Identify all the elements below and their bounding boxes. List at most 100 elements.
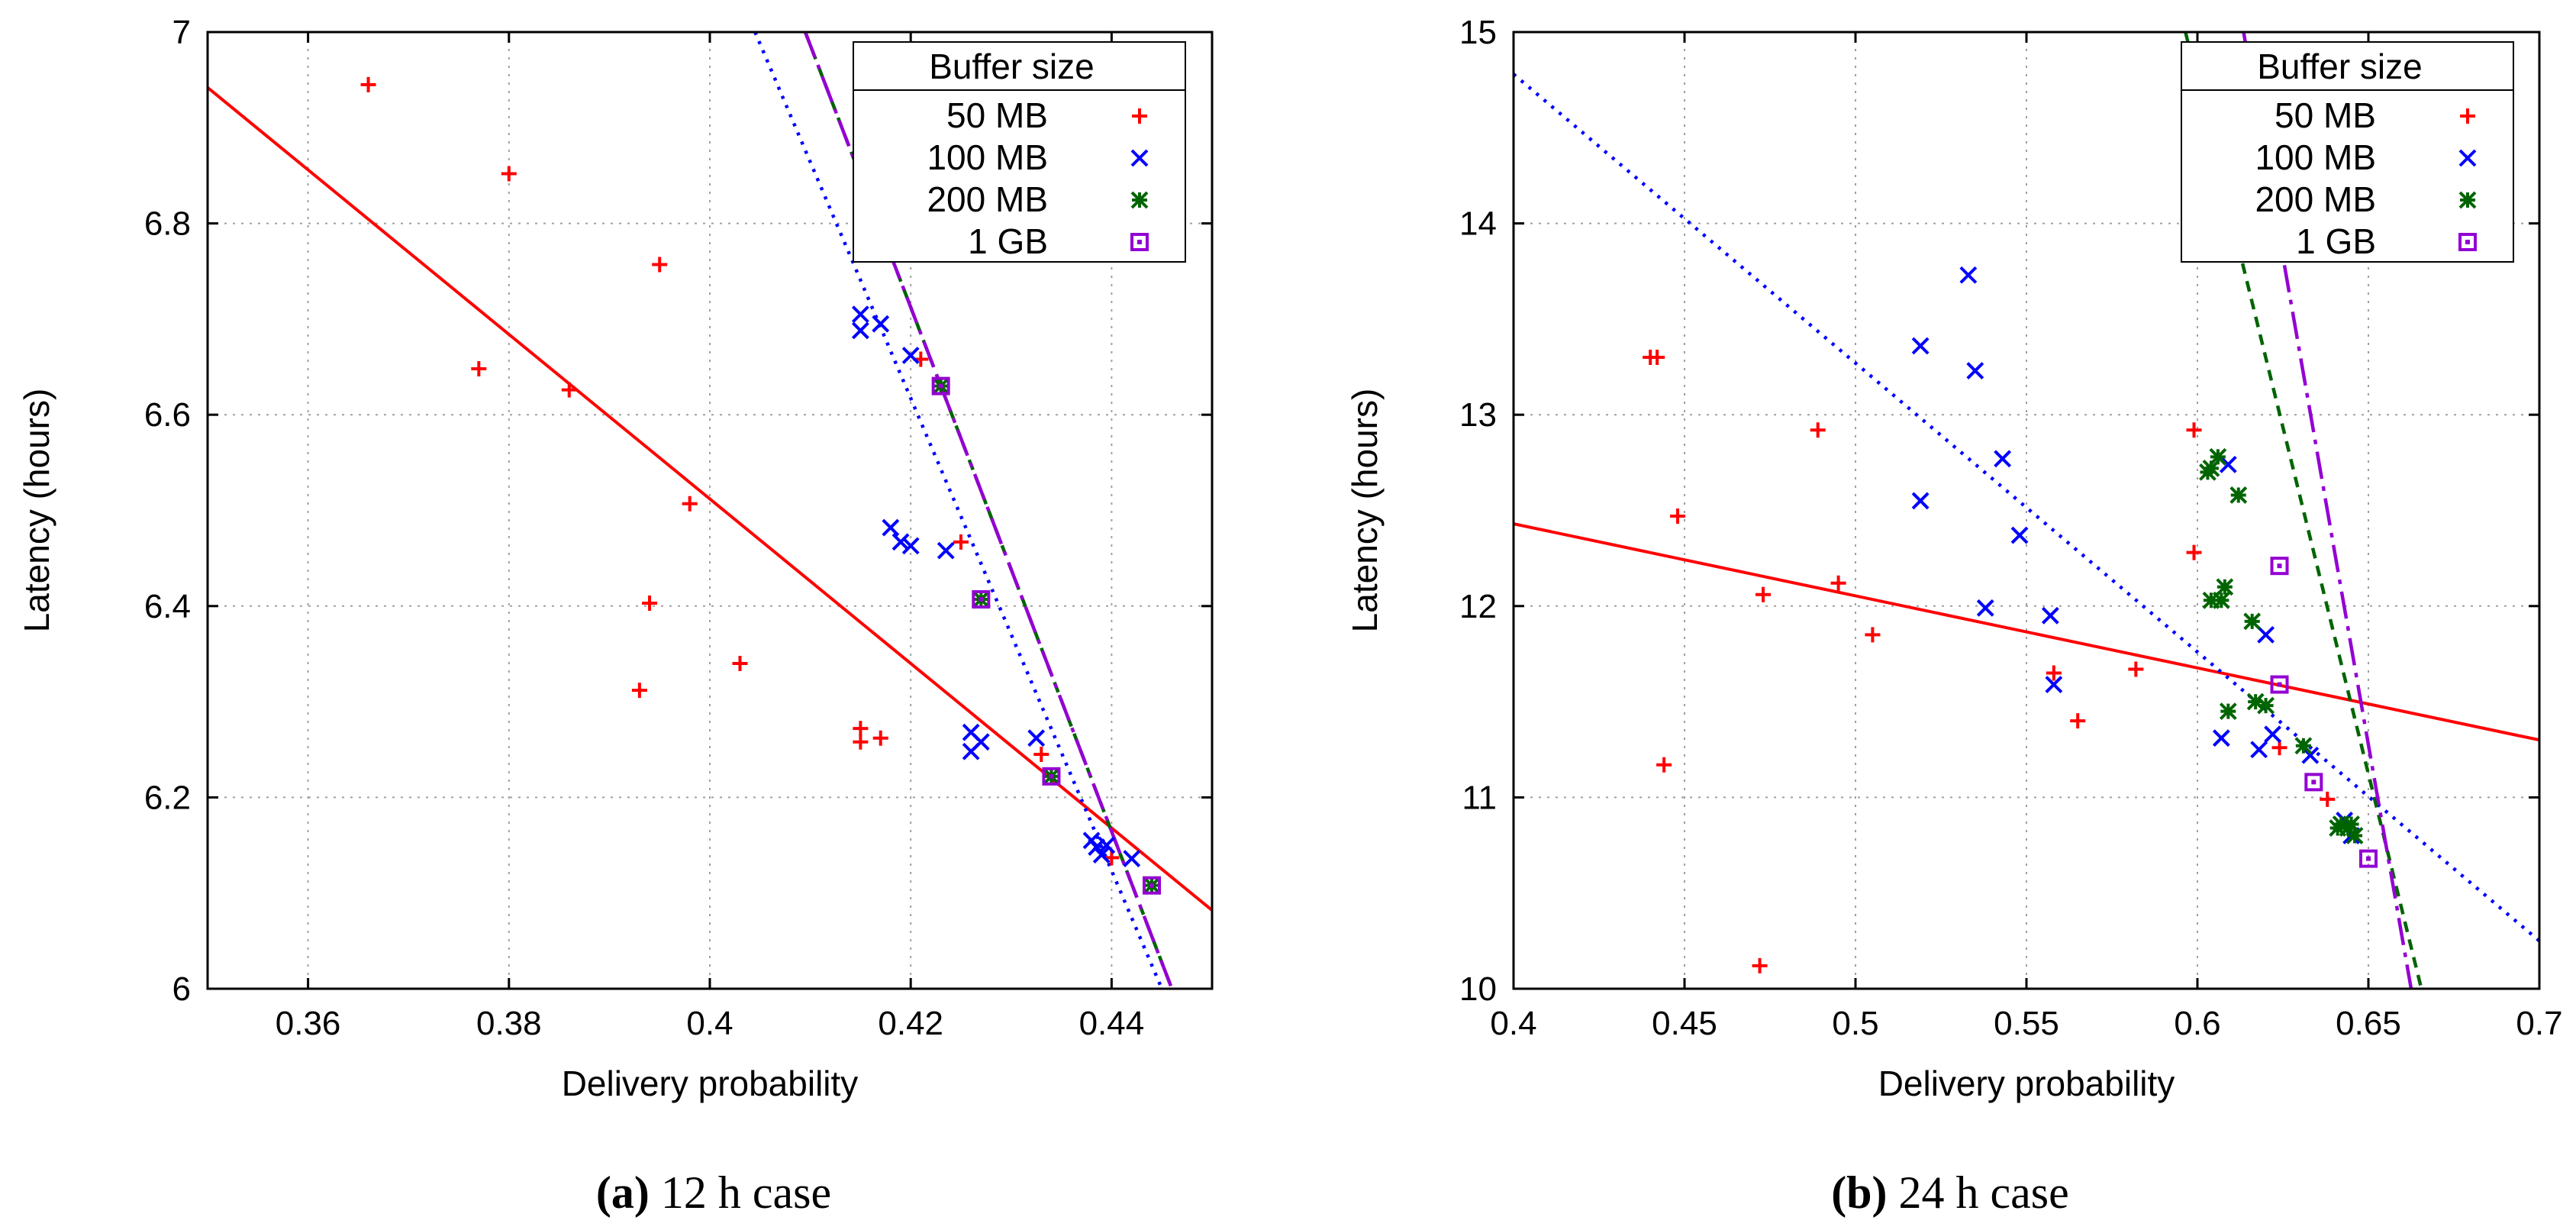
x-tick-label: 0.5	[1832, 1005, 1878, 1042]
point-100mb	[851, 321, 869, 340]
x-tick-label: 0.65	[2336, 1005, 2401, 1042]
point-50mb	[501, 166, 517, 182]
legend-marker	[2458, 233, 2477, 251]
legend-label: 50 MB	[946, 95, 1048, 135]
point-100mb	[872, 315, 890, 333]
x-tick-label: 0.6	[2174, 1005, 2220, 1042]
y-tick-label: 12	[1459, 588, 1497, 625]
y-tick-label: 6.4	[144, 588, 191, 625]
point-200mb	[2209, 447, 2227, 466]
point-200mb	[2202, 591, 2220, 609]
point-100mb	[1911, 492, 1930, 510]
point-50mb	[1755, 586, 1772, 602]
point-100mb	[1976, 599, 1994, 617]
point-1gb	[1042, 767, 1061, 786]
point-100mb	[882, 518, 900, 537]
data-points-b	[1643, 266, 2378, 973]
y-tick-label: 13	[1459, 396, 1497, 434]
x-tick-label: 0.36	[276, 1005, 341, 1042]
caption-a-text: 12 h case	[661, 1167, 831, 1218]
point-1gb	[1143, 876, 1162, 895]
legend-marker	[2458, 149, 2477, 167]
x-tick-label: 0.45	[1652, 1005, 1717, 1042]
point-100mb	[1027, 729, 1046, 747]
y-tick-label: 15	[1459, 14, 1497, 51]
point-200mb	[2294, 737, 2313, 755]
caption-b-text: 24 h case	[1899, 1167, 2069, 1218]
point-200mb	[2332, 815, 2350, 833]
legend-label: 200 MB	[927, 179, 1048, 219]
legend-marker	[1130, 233, 1149, 251]
legend-title-b: Buffer size	[2257, 47, 2422, 86]
point-50mb	[732, 655, 748, 671]
x-tick-label: 0.7	[2516, 1005, 2562, 1042]
point-100mb	[2041, 606, 2059, 625]
legend-label: 50 MB	[2275, 95, 2376, 135]
point-50mb	[2186, 422, 2202, 438]
y-tick-label: 6.6	[144, 396, 191, 434]
y-axis-label-b: Latency (hours)	[1345, 389, 1385, 633]
point-100mb	[851, 305, 869, 324]
legend-marker	[2460, 108, 2475, 124]
y-tick-label: 14	[1459, 205, 1497, 243]
point-200mb	[2216, 578, 2234, 596]
point-1gb	[931, 376, 950, 395]
legend-box-a	[853, 41, 1186, 263]
point-200mb	[2246, 692, 2265, 711]
legend-label: 1 GB	[968, 221, 1048, 261]
point-100mb	[2250, 741, 2268, 759]
legend-marker	[1130, 191, 1149, 209]
x-tick-label: 0.55	[1994, 1005, 2059, 1042]
point-100mb	[2212, 729, 2230, 747]
point-100mb	[901, 347, 920, 364]
point-100mb	[937, 541, 955, 560]
point-200mb	[2342, 815, 2361, 833]
point-100mb	[972, 733, 990, 751]
chart-b: 0.4 0.45 0.5 0.55 0.6 0.65 0.7 10 11 12 13 14 15 Del…	[1345, 14, 2563, 1103]
y-tick-label: 6	[172, 970, 191, 1008]
point-100mb	[1092, 846, 1111, 864]
point-50mb	[652, 257, 668, 273]
point-200mb	[2229, 486, 2248, 504]
y-axis-label-a: Latency (hours)	[17, 389, 56, 633]
point-50mb	[1649, 350, 1665, 366]
point-50mb	[1865, 627, 1881, 643]
point-100mb	[1959, 266, 1978, 284]
point-1gb	[972, 590, 991, 609]
point-100mb	[1911, 337, 1930, 355]
point-50mb	[953, 534, 969, 550]
point-200mb	[2243, 612, 2262, 631]
fit-line-100mb	[753, 32, 1164, 989]
x-axis-label-b: Delivery probability	[1878, 1064, 2175, 1103]
caption-b: (b) 24 h case	[1831, 1167, 2069, 1218]
point-50mb	[561, 382, 577, 398]
legend-marker	[1130, 149, 1149, 167]
point-50mb	[2070, 713, 2086, 729]
point-50mb	[853, 734, 869, 750]
legend-box-b	[2181, 41, 2514, 263]
point-100mb	[2257, 625, 2275, 644]
point-100mb	[891, 533, 910, 551]
point-50mb	[631, 683, 647, 699]
point-50mb	[2046, 665, 2062, 681]
point-1gb	[2359, 849, 2378, 868]
point-50mb	[1670, 508, 1686, 525]
ticks-a: 0.36 0.38 0.4 0.42 0.44 6 6.2 6.4 6.6 6.8 7	[144, 14, 1212, 1042]
caption-b-tag: (b)	[1831, 1167, 1887, 1218]
legend-marker	[2458, 191, 2477, 209]
data-points-a	[360, 76, 1162, 895]
x-tick-label: 0.4	[686, 1005, 733, 1042]
point-1gb	[2270, 557, 2289, 576]
point-100mb	[2010, 526, 2029, 544]
fit-line-50mb	[1514, 522, 2539, 742]
point-100mb	[1098, 836, 1116, 854]
legend-label: 100 MB	[927, 137, 1048, 177]
x-tick-label: 0.42	[878, 1005, 943, 1042]
point-200mb	[2345, 827, 2364, 844]
point-50mb	[2320, 791, 2336, 807]
point-50mb	[1033, 747, 1049, 763]
chart-a: 0.36 0.38 0.4 0.42 0.44 6 6.2 6.4 6.6 6.8 7 Delive…	[17, 14, 1214, 1103]
